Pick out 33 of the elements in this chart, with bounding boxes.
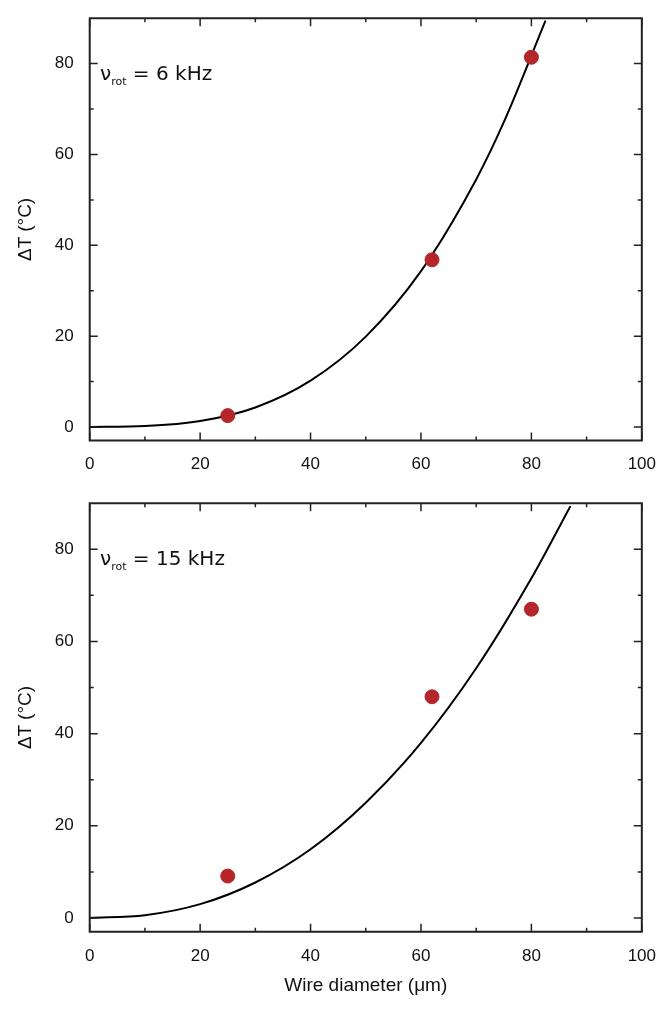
y-tick-label: 60 xyxy=(54,144,74,164)
y-tick-label: 60 xyxy=(54,631,74,651)
point xyxy=(424,252,440,268)
y-tick-label: 20 xyxy=(54,325,74,345)
point xyxy=(220,868,236,884)
y-tick-label: 0 xyxy=(64,416,74,436)
x-tick-label: 100 xyxy=(627,945,657,965)
x-tick-label: 0 xyxy=(84,454,95,474)
x-tick-label: 0 xyxy=(84,945,95,965)
point xyxy=(424,689,440,705)
x-tick-label: 60 xyxy=(411,945,431,965)
x-axis-title: Wire diameter (μm) xyxy=(284,973,448,995)
x-tick-label: 20 xyxy=(190,945,210,965)
x-tick-label: 60 xyxy=(411,454,431,474)
x-tick-label: 100 xyxy=(627,454,657,474)
x-tick-label: 40 xyxy=(301,945,321,965)
y-tick-label: 0 xyxy=(64,907,74,927)
point xyxy=(220,408,236,424)
point xyxy=(523,601,539,617)
y-tick-label: 20 xyxy=(54,815,74,835)
y-tick-label: 40 xyxy=(54,723,74,743)
y-axis-title: ΔT (°C) xyxy=(13,685,35,750)
annotation: ν$_{rot}$ = 6 kHz xyxy=(100,60,213,90)
x-tick-label: 40 xyxy=(301,454,321,474)
y-tick-label: 80 xyxy=(54,53,74,73)
annotation: ν$_{rot}$ = 15 kHz xyxy=(100,545,225,575)
y-axis-title: ΔT (°C) xyxy=(13,197,35,262)
y-tick-label: 80 xyxy=(54,538,74,558)
x-tick-label: 80 xyxy=(521,945,541,965)
x-tick-label: 80 xyxy=(521,454,541,474)
y-tick-label: 40 xyxy=(54,234,74,254)
point xyxy=(523,49,539,65)
x-tick-label: 20 xyxy=(190,454,210,474)
